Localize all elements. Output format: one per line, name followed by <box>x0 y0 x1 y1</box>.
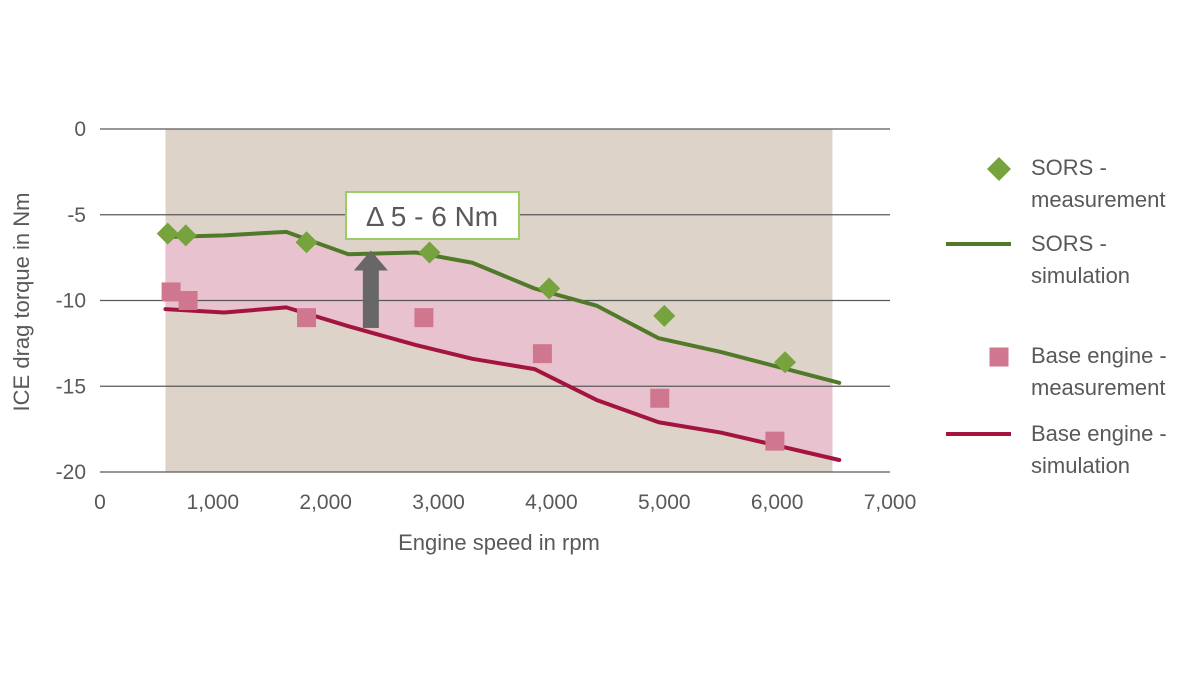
data-point-diamond <box>295 231 318 254</box>
x-tick-label: 2,000 <box>299 491 352 514</box>
legend-label: simulation <box>1031 453 1130 478</box>
data-point-square <box>650 388 670 408</box>
data-point-square <box>414 308 434 328</box>
y-tick-label: 0 <box>74 118 86 141</box>
delta-annotation-box <box>345 191 520 240</box>
x-tick-label: 7,000 <box>864 491 917 514</box>
delta-annotation: Δ 5 - 6 Nm <box>345 191 520 240</box>
x-tick-label: 3,000 <box>412 491 465 514</box>
delta-arrow <box>353 250 388 328</box>
data-point-square <box>765 431 785 451</box>
y-axis-label: ICE drag torque in Nm <box>9 193 34 412</box>
series-line <box>163 229 842 385</box>
data-point-square <box>532 344 552 364</box>
series-line <box>163 305 842 462</box>
y-tick-label: -20 <box>56 461 86 484</box>
x-tick-label: 0 <box>94 491 106 514</box>
legend-label: measurement <box>1031 375 1166 400</box>
legend-label: measurement <box>1031 187 1166 212</box>
data-point-diamond <box>418 241 441 264</box>
data-point-diamond <box>174 224 197 247</box>
y-tick-labels: 0 -5 -10 -15 -20 <box>56 118 86 484</box>
arrow-shaft <box>362 268 379 328</box>
legend: SORS - measurement SORS - simulation Base en… <box>946 155 1167 478</box>
legend-marker-diamond <box>987 157 1011 181</box>
data-point-square <box>297 308 317 328</box>
data-point-square <box>161 282 181 302</box>
arrow-head <box>353 250 388 271</box>
x-tick-label: 4,000 <box>525 491 578 514</box>
delta-annotation-text: Δ 5 - 6 Nm <box>366 201 498 232</box>
series-layer <box>156 222 842 462</box>
x-tick-label: 5,000 <box>638 491 691 514</box>
data-point-diamond <box>156 222 179 245</box>
x-tick-labels: 0 1,000 2,000 3,000 4,000 5,000 6,000 7,000 <box>94 491 916 514</box>
y-tick-label: -10 <box>56 290 86 313</box>
data-point-square <box>178 291 198 310</box>
x-tick-label: 6,000 <box>751 491 804 514</box>
data-point-diamond <box>653 304 676 327</box>
x-axis-label: Engine speed in rpm <box>398 530 600 555</box>
y-tick-label: -5 <box>67 204 86 227</box>
legend-label: Base engine - <box>1031 421 1167 446</box>
data-point-diamond <box>538 277 561 300</box>
legend-marker-square <box>989 347 1009 367</box>
legend-label: SORS - <box>1031 155 1107 180</box>
data-point-diamond <box>774 351 797 374</box>
legend-label: simulation <box>1031 263 1130 288</box>
legend-label: SORS - <box>1031 231 1107 256</box>
legend-label: Base engine - <box>1031 343 1167 368</box>
x-tick-label: 1,000 <box>187 491 240 514</box>
y-tick-label: -15 <box>56 375 86 398</box>
